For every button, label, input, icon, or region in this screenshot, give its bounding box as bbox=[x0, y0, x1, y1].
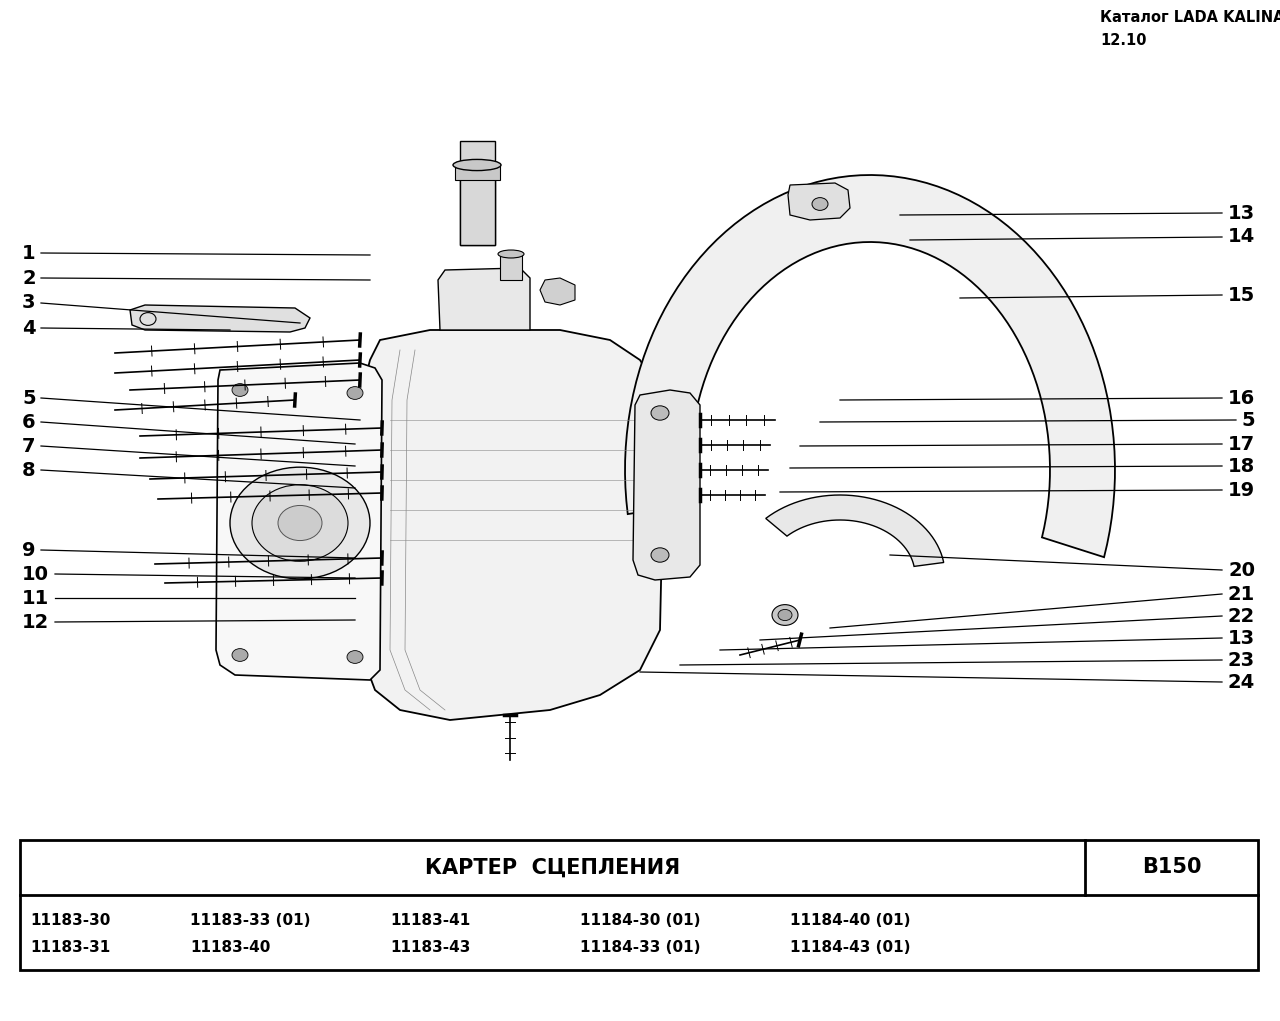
Text: 5: 5 bbox=[22, 389, 36, 407]
Text: В150: В150 bbox=[1142, 858, 1201, 877]
Circle shape bbox=[652, 405, 669, 421]
Text: 11183-30: 11183-30 bbox=[29, 914, 110, 928]
Text: 12: 12 bbox=[22, 613, 49, 632]
Polygon shape bbox=[625, 175, 1115, 557]
Polygon shape bbox=[438, 268, 530, 330]
Text: 18: 18 bbox=[1228, 456, 1254, 476]
Text: 12.10: 12.10 bbox=[1100, 33, 1147, 48]
Text: 11184-40 (01): 11184-40 (01) bbox=[790, 914, 910, 928]
Text: 16: 16 bbox=[1228, 389, 1254, 407]
Polygon shape bbox=[765, 495, 943, 567]
Bar bbox=[460, 141, 495, 245]
Circle shape bbox=[232, 384, 248, 396]
FancyBboxPatch shape bbox=[460, 165, 495, 245]
Text: 11183-33 (01): 11183-33 (01) bbox=[189, 914, 311, 928]
Text: 11184-43 (01): 11184-43 (01) bbox=[790, 940, 910, 955]
Text: 8: 8 bbox=[22, 460, 36, 480]
Text: 7: 7 bbox=[22, 437, 36, 455]
Text: 9: 9 bbox=[22, 540, 36, 560]
Text: 24: 24 bbox=[1228, 673, 1254, 691]
Text: 22: 22 bbox=[1228, 606, 1254, 626]
Bar bbox=[20, 840, 1258, 970]
Circle shape bbox=[347, 387, 364, 399]
Text: 11183-41: 11183-41 bbox=[390, 914, 470, 928]
Ellipse shape bbox=[498, 250, 524, 258]
Circle shape bbox=[652, 548, 669, 563]
Text: 14: 14 bbox=[1228, 228, 1254, 246]
Text: 3: 3 bbox=[22, 293, 36, 312]
Text: 6: 6 bbox=[22, 412, 36, 432]
Text: 13: 13 bbox=[1228, 629, 1254, 647]
Text: КАРТЕР  СЦЕПЛЕНИЯ: КАРТЕР СЦЕПЛЕНИЯ bbox=[425, 858, 680, 877]
Polygon shape bbox=[216, 363, 381, 680]
Text: 11183-40: 11183-40 bbox=[189, 940, 270, 955]
Polygon shape bbox=[788, 183, 850, 220]
Text: 21: 21 bbox=[1228, 584, 1254, 603]
Circle shape bbox=[230, 468, 370, 579]
Bar bbox=[500, 255, 522, 280]
Circle shape bbox=[812, 198, 828, 210]
Text: 1: 1 bbox=[22, 243, 36, 262]
Text: 13: 13 bbox=[1228, 203, 1254, 223]
Text: 11183-31: 11183-31 bbox=[29, 940, 110, 955]
Polygon shape bbox=[634, 390, 700, 580]
Text: 10: 10 bbox=[22, 565, 49, 583]
Text: 11: 11 bbox=[22, 588, 49, 607]
Ellipse shape bbox=[453, 159, 500, 171]
Text: 5: 5 bbox=[1242, 410, 1254, 430]
Polygon shape bbox=[131, 305, 310, 332]
Text: 11184-30 (01): 11184-30 (01) bbox=[580, 914, 700, 928]
Text: 2: 2 bbox=[22, 269, 36, 288]
Text: 11183-43: 11183-43 bbox=[390, 940, 470, 955]
Text: 17: 17 bbox=[1228, 435, 1254, 453]
Circle shape bbox=[772, 604, 797, 626]
Text: 20: 20 bbox=[1228, 561, 1254, 580]
Text: 15: 15 bbox=[1228, 286, 1254, 304]
Circle shape bbox=[278, 505, 323, 540]
Circle shape bbox=[778, 610, 792, 621]
Polygon shape bbox=[360, 330, 666, 720]
Circle shape bbox=[232, 648, 248, 662]
Circle shape bbox=[347, 650, 364, 664]
Text: 19: 19 bbox=[1228, 481, 1254, 499]
Bar bbox=[454, 165, 500, 180]
Text: 4: 4 bbox=[22, 319, 36, 338]
Text: Каталог LADA KALINA-1118: Каталог LADA KALINA-1118 bbox=[1100, 10, 1280, 25]
Text: 23: 23 bbox=[1228, 650, 1254, 670]
Circle shape bbox=[252, 485, 348, 562]
Polygon shape bbox=[540, 278, 575, 305]
Text: 11184-33 (01): 11184-33 (01) bbox=[580, 940, 700, 955]
